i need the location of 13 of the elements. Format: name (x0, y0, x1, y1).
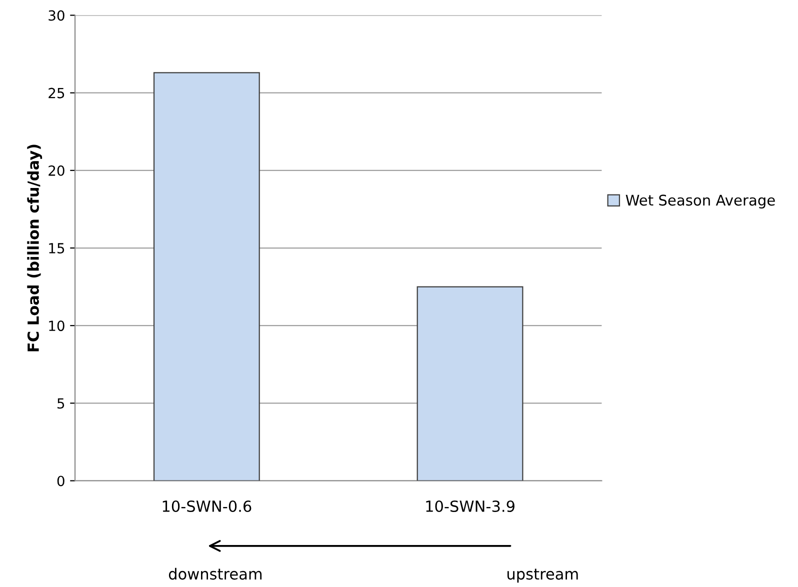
y-axis-title: FC Load (billion cfu/day) (27, 144, 42, 352)
x-tick-label: 10-SWN-3.9 (426, 500, 514, 512)
y-tick-label: 30 (48, 10, 64, 21)
y-tick-label: 25 (48, 88, 64, 98)
legend-label: Wet Season Average (626, 194, 775, 209)
y-tick-label: 15 (49, 243, 64, 254)
y-tick-label: 10 (49, 320, 64, 332)
text: upstream (507, 568, 578, 583)
y-tick-label: 20 (48, 165, 64, 176)
y-tick-label: 0 (57, 476, 64, 486)
x-tick-label: 10-SWN-0.6 (162, 500, 252, 512)
y-tick-label: 5 (58, 398, 64, 409)
text: downstream (168, 568, 262, 580)
